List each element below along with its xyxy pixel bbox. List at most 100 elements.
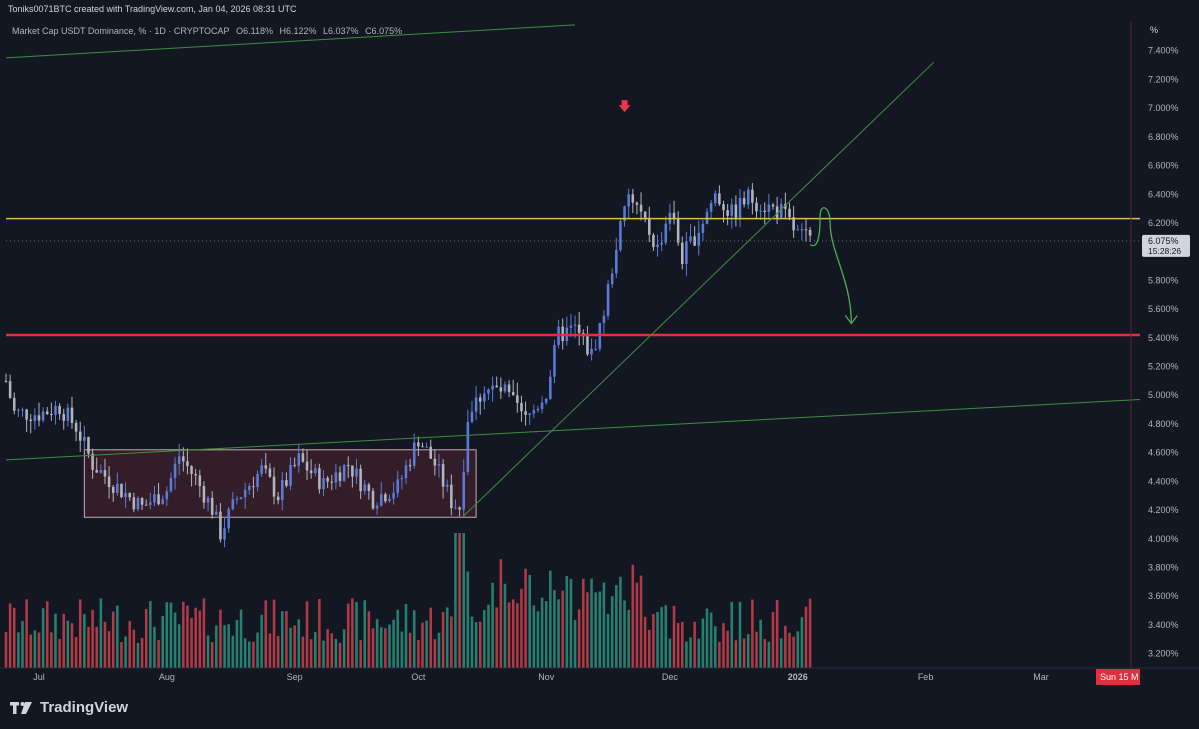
candle-body xyxy=(462,471,466,510)
volume-bar xyxy=(66,620,70,668)
candle-body xyxy=(742,198,746,205)
volume-bar xyxy=(528,574,531,668)
volume-bar xyxy=(792,636,795,668)
candle-body xyxy=(149,502,152,505)
trendline-1 xyxy=(5,24,576,59)
symbol-legend[interactable]: Market Cap USDT Dominance, % · 1D · CRYP… xyxy=(12,26,406,36)
volume-bar xyxy=(371,628,375,668)
candle-body xyxy=(276,496,280,501)
volume-bar xyxy=(91,609,94,668)
volume-bar xyxy=(351,598,354,668)
candle-body xyxy=(771,204,775,207)
volume-bar xyxy=(219,609,222,668)
volume-bar xyxy=(738,601,742,668)
volume-bar xyxy=(309,639,313,668)
price-tick-label: 7.000% xyxy=(1148,103,1179,113)
price-axis-background xyxy=(1140,0,1199,690)
candle-body xyxy=(103,470,107,477)
candle-body xyxy=(355,468,358,477)
candle-body xyxy=(161,499,164,505)
projection-arrowhead-icon xyxy=(844,315,858,325)
volume-bar xyxy=(730,601,734,668)
candle-body xyxy=(713,193,717,204)
candle-body xyxy=(520,402,523,412)
candle-body xyxy=(804,229,808,231)
candle-body xyxy=(371,490,375,509)
volume-bar xyxy=(718,641,721,668)
candle-body xyxy=(544,398,548,403)
candle-body xyxy=(788,208,791,218)
candle-body xyxy=(54,406,57,415)
candle-body xyxy=(334,472,338,483)
candle-body xyxy=(639,204,643,212)
candle-body xyxy=(227,509,230,529)
volume-bar xyxy=(532,605,536,668)
candle-body xyxy=(722,204,725,211)
volume-bar xyxy=(285,611,288,668)
volume-bar xyxy=(726,630,729,668)
price-tick-label: 3.200% xyxy=(1148,649,1179,659)
candle-body xyxy=(243,489,247,498)
volume-bar xyxy=(598,591,602,668)
volume-bar xyxy=(202,598,206,668)
volume-bar xyxy=(507,602,511,668)
candle-body xyxy=(606,284,610,316)
volume-bar xyxy=(742,638,746,668)
volume-bar xyxy=(623,600,626,668)
candle-body xyxy=(586,336,589,355)
volume-bar xyxy=(672,605,676,668)
volume-bar xyxy=(231,635,235,668)
candle-body xyxy=(726,210,729,216)
candle-body xyxy=(169,477,173,492)
candle-body xyxy=(248,486,251,490)
volume-bar xyxy=(404,604,408,668)
candle-body xyxy=(190,466,193,474)
candle-body xyxy=(429,446,433,459)
volume-bar xyxy=(363,600,367,668)
candle-body xyxy=(281,480,284,501)
candle-body xyxy=(301,453,305,462)
price-tick-label: 4.400% xyxy=(1148,476,1179,486)
volume-bar xyxy=(412,610,416,668)
candle-body xyxy=(392,492,395,499)
volume-bar xyxy=(289,627,292,668)
red-down-arrow-icon xyxy=(618,100,631,113)
bar-countdown: 15:28:26 xyxy=(1148,246,1181,256)
volume-bar xyxy=(569,578,573,668)
candle-body xyxy=(297,453,301,466)
volume-bar xyxy=(759,619,762,668)
volume-bar xyxy=(685,641,688,668)
candle-body xyxy=(643,211,647,218)
candle-body xyxy=(763,210,767,213)
candle-body xyxy=(433,458,437,466)
volume-bar xyxy=(29,634,33,668)
volume-bar xyxy=(680,621,684,668)
candle-body xyxy=(569,325,573,328)
candle-body xyxy=(219,511,222,540)
volume-bar xyxy=(400,631,404,668)
volume-bar xyxy=(676,622,680,668)
tradingview-brand[interactable]: TradingView xyxy=(10,699,128,716)
open-value: O6.118% xyxy=(236,26,273,36)
candle-body xyxy=(239,497,243,499)
price-tick-label: 7.400% xyxy=(1148,46,1179,56)
volume-bar xyxy=(194,607,197,668)
volume-bar xyxy=(379,627,383,668)
volume-bar xyxy=(693,621,696,668)
volume-bar xyxy=(590,578,593,668)
volume-bar xyxy=(771,611,775,668)
candle-body xyxy=(29,419,33,422)
candle-body xyxy=(107,476,111,487)
candle-body xyxy=(602,315,606,323)
candle-body xyxy=(507,384,511,393)
volume-bar xyxy=(462,533,466,668)
volume-bar xyxy=(610,596,614,668)
volume-bar xyxy=(107,631,111,668)
price-tick-label: 4.000% xyxy=(1148,534,1179,544)
candle-body xyxy=(648,217,651,235)
volume-bar xyxy=(177,624,181,668)
candle-body xyxy=(709,203,713,212)
volume-bar xyxy=(544,601,548,668)
candle-body xyxy=(528,413,531,415)
